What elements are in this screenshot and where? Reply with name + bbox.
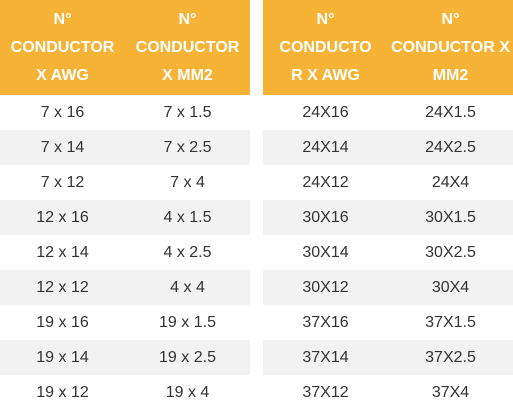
table-row: 30X14 30X2.5 <box>263 235 513 270</box>
header-line: N° <box>441 11 460 28</box>
table-cell: 12 x 12 <box>36 279 89 296</box>
table-cell: 12 x 14 <box>36 244 89 261</box>
table-row: 24X16 24X1.5 <box>263 95 513 130</box>
table: N° CONDUCTO R X AWG N° CONDUCTOR X MM2 24X16 24… <box>263 0 513 409</box>
table-cell: 37X14 <box>302 349 349 366</box>
table-row: 19 x 16 19 x 1.5 <box>0 305 250 340</box>
table-cell: 30X2.5 <box>425 244 476 261</box>
table-row: 7 x 12 7 x 4 <box>0 165 250 200</box>
header-cell: N° CONDUCTOR X MM2 <box>388 6 513 90</box>
header-line: N° <box>53 11 72 28</box>
table-cell: 24X2.5 <box>425 139 476 156</box>
table-row: 24X12 24X4 <box>263 165 513 200</box>
table-cell: 37X4 <box>431 384 470 401</box>
table-cell: 7 x 14 <box>40 139 85 156</box>
table-cell: 4 x 2.5 <box>163 244 212 261</box>
table-cell: 7 x 12 <box>40 174 85 191</box>
header-line: R X AWG <box>291 67 360 84</box>
table-cell: 30X14 <box>302 244 349 261</box>
table-row: 37X14 37X2.5 <box>263 340 513 375</box>
table-cell: 37X2.5 <box>425 349 476 366</box>
table-row: 7 x 16 7 x 1.5 <box>0 95 250 130</box>
table-row: 12 x 12 4 x 4 <box>0 270 250 305</box>
table-header: N° CONDUCTOR X AWG N° CONDUCTOR X MM2 <box>0 0 250 95</box>
header-line: N° <box>316 11 335 28</box>
table-row: 30X16 30X1.5 <box>263 200 513 235</box>
header-line: X AWG <box>36 67 89 84</box>
table-cell: 24X16 <box>302 104 349 121</box>
table-row: 12 x 16 4 x 1.5 <box>0 200 250 235</box>
table-row: 37X12 37X4 <box>263 375 513 410</box>
table-row: 7 x 14 7 x 2.5 <box>0 130 250 165</box>
table-cell: 30X1.5 <box>425 209 476 226</box>
table-header: N° CONDUCTO R X AWG N° CONDUCTOR X MM2 <box>263 0 513 95</box>
table-cell: 37X1.5 <box>425 314 476 331</box>
header-line: CONDUCTOR <box>10 39 115 56</box>
header-line: CONDUCTOR <box>135 39 240 56</box>
table-row: 19 x 14 19 x 2.5 <box>0 340 250 375</box>
table-cell: 12 x 16 <box>36 209 89 226</box>
header-cell: N° CONDUCTOR X AWG <box>0 6 125 90</box>
table-cell: 7 x 2.5 <box>163 139 212 156</box>
table-cell: 24X14 <box>302 139 349 156</box>
table-cell: 19 x 1.5 <box>159 314 216 331</box>
table-cell: 37X16 <box>302 314 349 331</box>
table-row: 12 x 14 4 x 2.5 <box>0 235 250 270</box>
header-line: MM2 <box>432 67 469 84</box>
table-cell: 7 x 1.5 <box>163 104 212 121</box>
table-cell: 7 x 4 <box>170 174 205 191</box>
table-cell: 30X12 <box>302 279 349 296</box>
table-cell: 19 x 4 <box>165 384 210 401</box>
header-cell: N° CONDUCTO R X AWG <box>263 6 388 90</box>
table-row: 37X16 37X1.5 <box>263 305 513 340</box>
table-cell: 19 x 16 <box>36 314 89 331</box>
table-cell: 19 x 12 <box>36 384 89 401</box>
header-line: X MM2 <box>162 67 213 84</box>
table-cell: 4 x 4 <box>170 279 205 296</box>
table-row: 30X12 30X4 <box>263 270 513 305</box>
table-cell: 24X12 <box>302 174 349 191</box>
header-cell: N° CONDUCTOR X MM2 <box>125 6 250 90</box>
table-cell: 19 x 2.5 <box>159 349 216 366</box>
header-line: CONDUCTO <box>279 39 372 56</box>
table-cell: 24X4 <box>431 174 470 191</box>
table-cell: 4 x 1.5 <box>163 209 212 226</box>
table-cell: 24X1.5 <box>425 104 476 121</box>
table-cell: 19 x 14 <box>36 349 89 366</box>
table-row: 19 x 12 19 x 4 <box>0 375 250 410</box>
table-cell: 37X12 <box>302 384 349 401</box>
header-line: N° <box>178 11 197 28</box>
table-cell: 30X4 <box>431 279 470 296</box>
table-cell: 7 x 16 <box>40 104 85 121</box>
table: N° CONDUCTOR X AWG N° CONDUCTOR X MM2 7 x 16 7 … <box>0 0 250 409</box>
table-cell: 30X16 <box>302 209 349 226</box>
table-row: 24X14 24X2.5 <box>263 130 513 165</box>
header-line: CONDUCTOR X <box>391 39 510 56</box>
